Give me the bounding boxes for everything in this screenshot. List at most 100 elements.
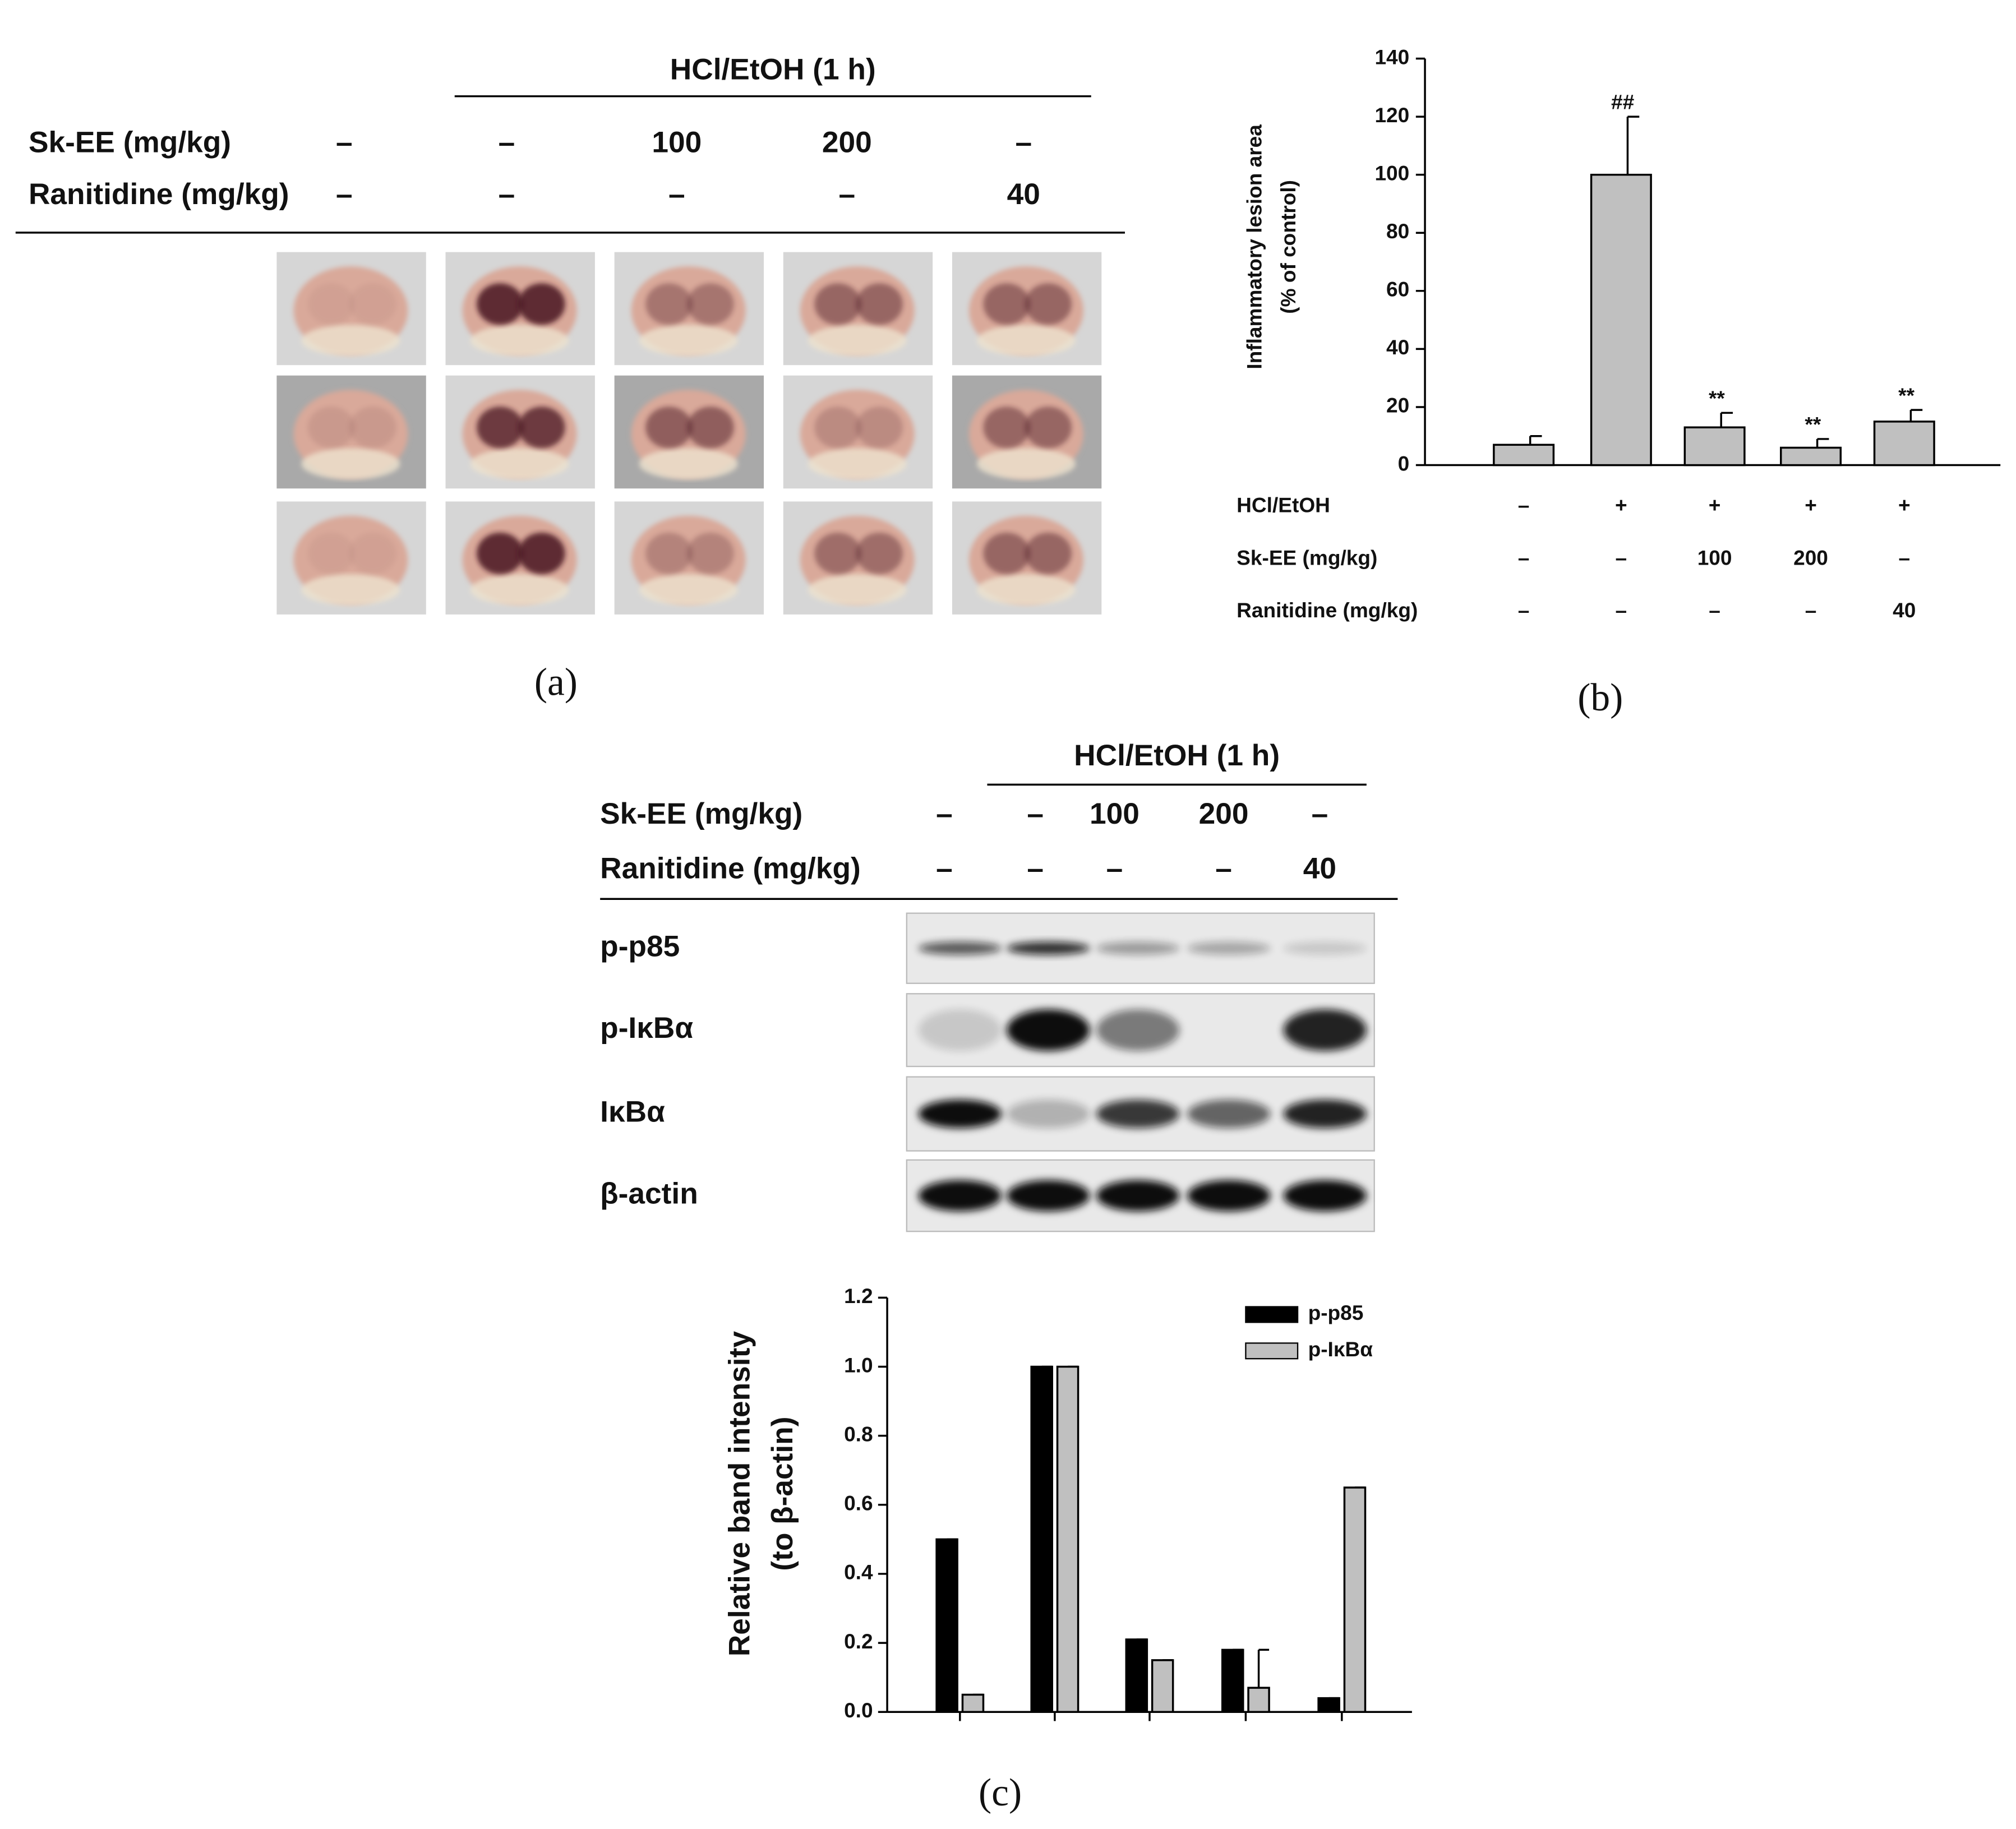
cell: 100 [652, 126, 702, 159]
y-tick-label: 0.0 [844, 1698, 873, 1722]
blot [906, 993, 1375, 1068]
cell: – [1518, 546, 1530, 569]
band [918, 1180, 1002, 1212]
cell: 200 [1199, 797, 1249, 830]
y-axis-label: Relative band intensity [723, 1331, 756, 1657]
y-tick-label: 40 [1386, 335, 1409, 359]
blot-label: IκBα [600, 1096, 665, 1129]
cell: + [1898, 493, 1911, 516]
cell: – [1027, 797, 1044, 830]
cell: – [1805, 598, 1817, 622]
stomach-photo [783, 501, 933, 615]
stomach-photo [614, 252, 764, 366]
lesion [307, 407, 355, 449]
y-tick-label: 1.2 [844, 1284, 873, 1308]
lesion [307, 532, 355, 575]
cell: – [1898, 546, 1910, 569]
cell: – [1215, 852, 1232, 885]
band [918, 1100, 1002, 1129]
lesion [645, 407, 693, 449]
lesion [814, 283, 861, 325]
cell: – [1518, 493, 1530, 516]
y-tick-label: 100 [1374, 161, 1409, 184]
y-tick-label: 140 [1374, 45, 1409, 68]
bar [961, 1693, 985, 1713]
y-axis-label: (to β-actin) [766, 1417, 799, 1571]
bar [1590, 173, 1652, 467]
row-label: HCl/EtOH [1237, 493, 1330, 516]
cell: – [499, 178, 515, 211]
caption: (a) [534, 661, 578, 704]
tissue-base [639, 574, 738, 606]
row-label: Ranitidine (mg/kg) [600, 852, 861, 885]
tissue-base [639, 325, 738, 356]
stomach-photo [952, 501, 1102, 615]
lesion [645, 283, 693, 325]
header: HCl/EtOH (1 h) [1074, 739, 1280, 772]
cell: 200 [1793, 546, 1828, 569]
band [1096, 1009, 1180, 1051]
tissue-base [976, 574, 1076, 606]
cell: 40 [1303, 852, 1336, 885]
band [1096, 1100, 1180, 1129]
bar [935, 1538, 958, 1713]
band [1283, 941, 1367, 955]
stomach-photo [445, 375, 595, 489]
lesion [856, 532, 903, 575]
bar [1343, 1486, 1367, 1713]
lesion [687, 407, 734, 449]
stomach-photo [445, 252, 595, 366]
band [918, 941, 1002, 955]
cell: – [1709, 598, 1720, 622]
row-label: Sk-EE (mg/kg) [600, 797, 802, 830]
tissue-base [808, 325, 907, 356]
blot-label: β-actin [600, 1177, 698, 1211]
annotation: ## [1611, 90, 1635, 114]
band [918, 1009, 1002, 1051]
stomach-photo [276, 375, 426, 489]
cell: 40 [1007, 178, 1040, 211]
y-tick-label: 0.4 [844, 1560, 873, 1584]
tissue-base [976, 325, 1076, 356]
lesion [477, 532, 524, 575]
bar [1493, 444, 1555, 467]
blot-label: p-IκBα [600, 1012, 693, 1045]
blot [906, 1159, 1375, 1232]
bar [1683, 426, 1746, 467]
band [1007, 1009, 1090, 1051]
stomach-photo [952, 252, 1102, 366]
bar [1151, 1659, 1174, 1713]
tissue-base [808, 448, 907, 480]
y-tick-label: 120 [1374, 103, 1409, 127]
caption: (c) [979, 1771, 1022, 1814]
cell: 100 [1697, 546, 1732, 569]
cell: + [1709, 493, 1721, 516]
lesion [645, 532, 693, 575]
stomach-photo [276, 501, 426, 615]
cell: – [1518, 598, 1530, 622]
lesion [856, 283, 903, 325]
bar [1030, 1365, 1053, 1713]
stomach-photo [952, 375, 1102, 489]
cell: – [936, 797, 953, 830]
stomach-photo [783, 375, 933, 489]
legend-label: p-IκBα [1308, 1337, 1373, 1361]
y-axis-label: (% of control) [1276, 180, 1300, 314]
cell: + [1615, 493, 1627, 516]
band [1096, 941, 1180, 955]
cell: – [1106, 852, 1123, 885]
lesion [518, 407, 565, 449]
lesion [687, 283, 734, 325]
cell: – [1015, 126, 1032, 159]
tissue-base [808, 574, 907, 606]
lesion [349, 407, 396, 449]
row-label: Sk-EE (mg/kg) [1237, 546, 1377, 569]
bar [1125, 1638, 1148, 1713]
tissue-base [470, 574, 569, 606]
header: HCl/EtOH (1 h) [670, 53, 876, 86]
cell: – [336, 178, 353, 211]
tissue-base [301, 448, 400, 480]
blot [906, 912, 1375, 984]
lesion [349, 283, 396, 325]
lesion [814, 532, 861, 575]
